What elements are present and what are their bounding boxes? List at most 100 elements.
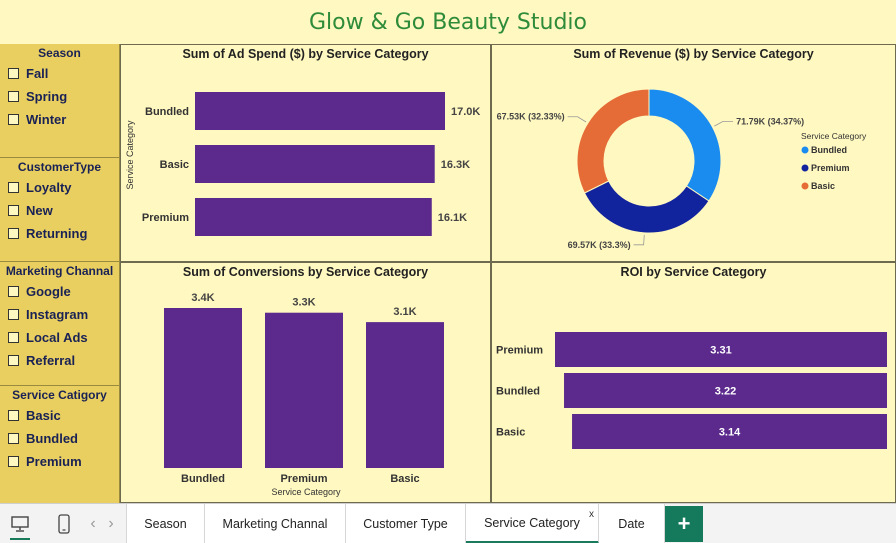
category-label: Premium [496,345,543,357]
chart-title: Sum of Conversions by Service Category [182,265,429,279]
slicer-header: Service Catigory [12,388,107,402]
slicer-option-google[interactable]: Google [0,280,119,303]
slicer-option-instagram[interactable]: Instagram [0,303,119,326]
category-label: Premium [280,473,327,485]
bar [555,332,887,367]
close-icon[interactable]: x [589,509,594,520]
legend-marker [801,182,809,190]
tab-marketing-channal[interactable]: Marketing Channal [205,504,346,543]
slicer-option-spring[interactable]: Spring [0,85,119,108]
checkbox[interactable] [8,182,19,193]
data-label: 16.1K [438,212,467,224]
report-title: Glow & Go Beauty Studio [308,9,588,35]
bar [195,145,435,183]
desktop-view-button[interactable] [4,504,36,543]
chart-roi: Premium 3.31 Bundled 3.22 Basic 3.14 [496,332,887,449]
y-axis-label: Service Category [125,120,135,190]
chevron-right-icon: › [108,515,114,532]
checkbox[interactable] [8,433,19,444]
data-label: 3.31 [710,345,731,357]
slicer-option-label: Google [26,284,71,299]
checkbox[interactable] [8,355,19,366]
slicer-option-label: Premium [26,454,82,469]
chart-title: ROI by Service Category [620,265,767,279]
panel-ad-spend[interactable]: Sum of Ad Spend ($) by Service Category … [120,44,491,262]
data-label: 17.0K [451,106,480,118]
active-view-indicator [10,538,30,540]
panel-conversions[interactable]: Sum of Conversions by Service Category 3… [120,262,491,503]
slicer-customer-type: CustomerType Loyalty New Returning [0,158,120,262]
slicer-option-basic[interactable]: Basic [0,404,119,427]
category-label: Basic [496,427,525,439]
checkbox[interactable] [8,114,19,125]
checkbox[interactable] [8,286,19,297]
slicer-option-label: Loyalty [26,180,72,195]
tab-customer-type[interactable]: Customer Type [346,504,466,543]
panel-revenue[interactable]: Sum of Revenue ($) by Service Category 7… [491,44,896,262]
checkbox[interactable] [8,68,19,79]
slicer-option-label: Bundled [26,431,78,446]
data-label: 3.3K [292,297,315,309]
slicer-option-returning[interactable]: Returning [0,222,119,245]
data-label: 69.57K (33.3%) [568,240,631,250]
leader-line [567,116,587,123]
legend-marker [801,146,809,154]
checkbox[interactable] [8,205,19,216]
tab-service-category[interactable]: Service Category x [466,504,599,543]
slicer-option-local-ads[interactable]: Local Ads [0,326,119,349]
checkbox[interactable] [8,309,19,320]
slicer-option-loyalty[interactable]: Loyalty [0,176,119,199]
checkbox[interactable] [8,410,19,421]
data-label: 3.22 [715,386,736,398]
bar [366,322,444,468]
slicer-option-label: Winter [26,112,67,127]
legend-label: Premium [811,163,850,173]
slicer-option-label: Returning [26,226,88,241]
data-label: 16.3K [441,159,470,171]
tab-label: Marketing Channal [222,517,328,531]
leader-line [633,234,645,246]
prev-page-button[interactable]: ‹ [86,504,100,543]
slicer-option-new[interactable]: New [0,199,119,222]
mobile-view-button[interactable] [52,504,76,543]
checkbox[interactable] [8,91,19,102]
tab-label: Date [618,517,645,531]
mobile-icon [58,514,70,534]
legend-title: Service Category [801,131,867,141]
leader-line [714,120,734,127]
slicer-season: Season Fall Spring Winter [0,44,120,158]
slicer-option-referral[interactable]: Referral [0,349,119,372]
slicer-option-label: Referral [26,353,76,368]
slicer-option-premium[interactable]: Premium [0,450,119,473]
slicer-option-bundled[interactable]: Bundled [0,427,119,450]
report-title-bar: Glow & Go Beauty Studio [0,0,896,44]
bar [572,414,887,449]
data-label: 3.1K [393,306,416,318]
bar [265,312,343,468]
chart-title: Sum of Ad Spend ($) by Service Category [182,47,429,61]
checkbox[interactable] [8,228,19,239]
checkbox[interactable] [8,456,19,467]
category-label: Bundled [181,473,225,485]
desktop-icon [11,516,29,532]
panel-roi[interactable]: ROI by Service Category Premium 3.31 Bundl… [491,262,896,503]
report-canvas: Glow & Go Beauty Studio Season Fall Spri… [0,0,896,503]
chart-title: Sum of Revenue ($) by Service Category [573,47,814,61]
x-axis-label: Service Category [271,487,341,497]
slicer-option-fall[interactable]: Fall [0,62,119,85]
tab-date[interactable]: Date [599,504,665,543]
tab-label: Customer Type [363,517,448,531]
tab-label: Season [144,517,187,531]
checkbox[interactable] [8,332,19,343]
slicer-option-label: Spring [26,89,68,104]
donut-slice [583,180,710,234]
add-page-button[interactable]: + [665,506,703,542]
slicer-service-category: Service Catigory Basic Bundled Premium [0,386,120,503]
chevron-left-icon: ‹ [90,515,96,532]
slicer-option-winter[interactable]: Winter [0,108,119,131]
slicer-option-label: Local Ads [26,330,88,345]
tab-season[interactable]: Season [126,504,205,543]
chart-ad-spend: Service Category Bundled 17.0K Basic 16.3K Pr… [125,92,480,236]
legend-label: Bundled [811,145,847,155]
next-page-button[interactable]: › [104,504,118,543]
